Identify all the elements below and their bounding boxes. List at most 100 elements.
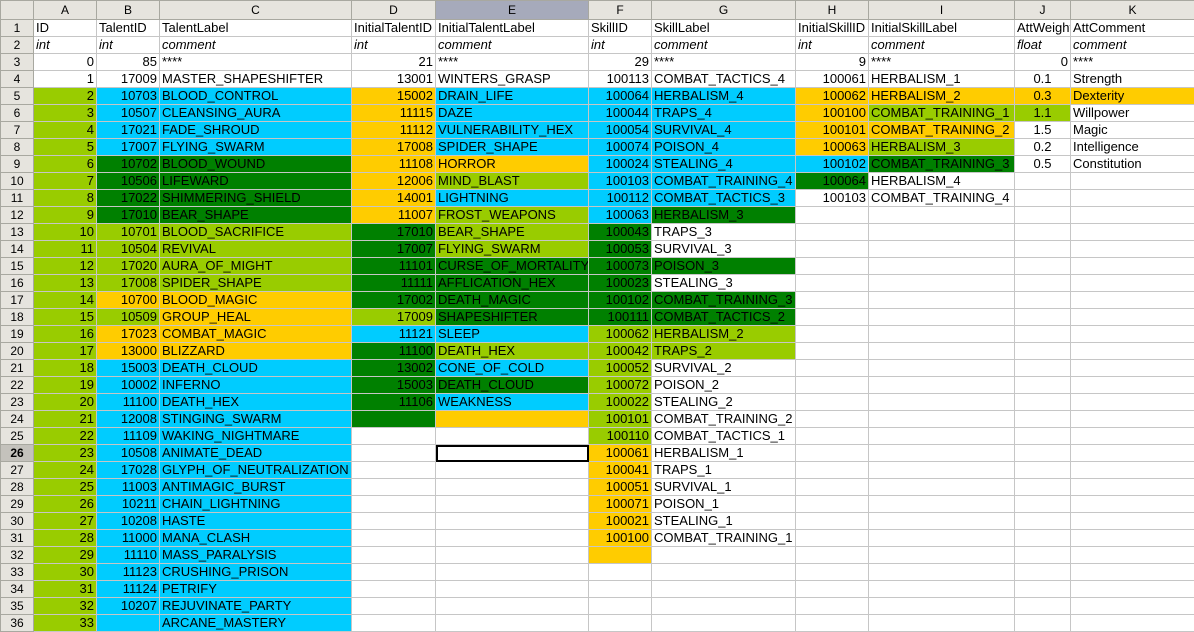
cell-d12[interactable]: 11007 [352, 207, 436, 224]
cell-f19[interactable]: 100062 [589, 326, 652, 343]
cell-j7[interactable]: 1.5 [1015, 122, 1071, 139]
cell-k2[interactable]: comment [1071, 37, 1194, 54]
row-header-9[interactable]: 9 [1, 156, 34, 173]
cell-b25[interactable]: 11109 [97, 428, 160, 445]
cell-d4[interactable]: 13001 [352, 71, 436, 88]
cell-f20[interactable]: 100042 [589, 343, 652, 360]
cell-h21[interactable] [796, 360, 869, 377]
cell-b26[interactable]: 10508 [97, 445, 160, 462]
cell-j20[interactable] [1015, 343, 1071, 360]
cell-c22[interactable]: INFERNO [160, 377, 352, 394]
cell-j15[interactable] [1015, 258, 1071, 275]
cell-j33[interactable] [1015, 564, 1071, 581]
cell-h29[interactable] [796, 496, 869, 513]
cell-c11[interactable]: SHIMMERING_SHIELD [160, 190, 352, 207]
cell-c27[interactable]: GLYPH_OF_NEUTRALIZATION [160, 462, 352, 479]
cell-g30[interactable]: STEALING_1 [652, 513, 796, 530]
cell-g36[interactable] [652, 615, 796, 632]
cell-j18[interactable] [1015, 309, 1071, 326]
cell-g1[interactable]: SkillLabel [652, 20, 796, 37]
column-header-a[interactable]: A [34, 1, 97, 20]
cell-e11[interactable]: LIGHTNING [436, 190, 589, 207]
cell-b17[interactable]: 10700 [97, 292, 160, 309]
cell-h33[interactable] [796, 564, 869, 581]
column-header-k[interactable]: K [1071, 1, 1194, 20]
cell-h15[interactable] [796, 258, 869, 275]
cell-k35[interactable] [1071, 598, 1194, 615]
cell-j19[interactable] [1015, 326, 1071, 343]
cell-i28[interactable] [869, 479, 1015, 496]
cell-g5[interactable]: HERBALISM_4 [652, 88, 796, 105]
cell-e2[interactable]: comment [436, 37, 589, 54]
cell-k20[interactable] [1071, 343, 1194, 360]
cell-k7[interactable]: Magic [1071, 122, 1194, 139]
cell-f6[interactable]: 100044 [589, 105, 652, 122]
row-header-24[interactable]: 24 [1, 411, 34, 428]
cell-e1[interactable]: InitialTalentLabel [436, 20, 589, 37]
cell-e16[interactable]: AFFLICATION_HEX [436, 275, 589, 292]
cell-c35[interactable]: REJUVINATE_PARTY [160, 598, 352, 615]
cell-h7[interactable]: 100101 [796, 122, 869, 139]
cell-e18[interactable]: SHAPESHIFTER [436, 309, 589, 326]
cell-g21[interactable]: SURVIVAL_2 [652, 360, 796, 377]
cell-k9[interactable]: Constitution [1071, 156, 1194, 173]
cell-k6[interactable]: Willpower [1071, 105, 1194, 122]
cell-g15[interactable]: POISON_3 [652, 258, 796, 275]
column-header-e[interactable]: E [436, 1, 589, 20]
cell-d21[interactable]: 13002 [352, 360, 436, 377]
cell-e19[interactable]: SLEEP [436, 326, 589, 343]
cell-e8[interactable]: SPIDER_SHAPE [436, 139, 589, 156]
cell-b34[interactable]: 11124 [97, 581, 160, 598]
cell-g8[interactable]: POISON_4 [652, 139, 796, 156]
cell-h13[interactable] [796, 224, 869, 241]
cell-k18[interactable] [1071, 309, 1194, 326]
cell-c2[interactable]: comment [160, 37, 352, 54]
cell-i33[interactable] [869, 564, 1015, 581]
cell-g3[interactable]: **** [652, 54, 796, 71]
cell-a2[interactable]: int [34, 37, 97, 54]
cell-e28[interactable] [436, 479, 589, 496]
cell-a31[interactable]: 28 [34, 530, 97, 547]
cell-k4[interactable]: Strength [1071, 71, 1194, 88]
cell-f2[interactable]: int [589, 37, 652, 54]
cell-k14[interactable] [1071, 241, 1194, 258]
cell-h18[interactable] [796, 309, 869, 326]
cell-b12[interactable]: 17010 [97, 207, 160, 224]
cell-g4[interactable]: COMBAT_TACTICS_4 [652, 71, 796, 88]
cell-k11[interactable] [1071, 190, 1194, 207]
cell-k12[interactable] [1071, 207, 1194, 224]
row-header-27[interactable]: 27 [1, 462, 34, 479]
cell-j16[interactable] [1015, 275, 1071, 292]
cell-i4[interactable]: HERBALISM_1 [869, 71, 1015, 88]
cell-h11[interactable]: 100103 [796, 190, 869, 207]
cell-a25[interactable]: 22 [34, 428, 97, 445]
cell-c9[interactable]: BLOOD_WOUND [160, 156, 352, 173]
cell-f16[interactable]: 100023 [589, 275, 652, 292]
row-header-4[interactable]: 4 [1, 71, 34, 88]
cell-k31[interactable] [1071, 530, 1194, 547]
cell-b10[interactable]: 10506 [97, 173, 160, 190]
cell-k16[interactable] [1071, 275, 1194, 292]
cell-a6[interactable]: 3 [34, 105, 97, 122]
cell-h32[interactable] [796, 547, 869, 564]
cell-d1[interactable]: InitialTalentID [352, 20, 436, 37]
cell-b35[interactable]: 10207 [97, 598, 160, 615]
cell-f3[interactable]: 29 [589, 54, 652, 71]
cell-b33[interactable]: 11123 [97, 564, 160, 581]
cell-j2[interactable]: float [1015, 37, 1071, 54]
cell-d31[interactable] [352, 530, 436, 547]
cell-j11[interactable] [1015, 190, 1071, 207]
row-header-28[interactable]: 28 [1, 479, 34, 496]
cell-a8[interactable]: 5 [34, 139, 97, 156]
cell-e10[interactable]: MIND_BLAST [436, 173, 589, 190]
cell-d34[interactable] [352, 581, 436, 598]
row-header-16[interactable]: 16 [1, 275, 34, 292]
row-header-23[interactable]: 23 [1, 394, 34, 411]
cell-j30[interactable] [1015, 513, 1071, 530]
cell-j10[interactable] [1015, 173, 1071, 190]
cell-b1[interactable]: TalentID [97, 20, 160, 37]
cell-g11[interactable]: COMBAT_TACTICS_3 [652, 190, 796, 207]
cell-f5[interactable]: 100064 [589, 88, 652, 105]
cell-g32[interactable] [652, 547, 796, 564]
cell-d8[interactable]: 17008 [352, 139, 436, 156]
